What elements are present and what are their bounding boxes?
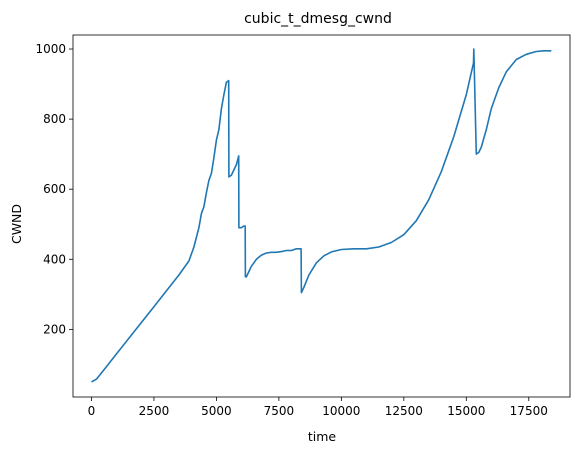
x-tick-label: 2500 — [139, 404, 170, 418]
y-tick-label: 1000 — [35, 42, 66, 56]
plot-area — [72, 34, 571, 398]
chart-title: cubic_t_dmesg_cwnd — [244, 11, 392, 27]
x-tick-label: 7500 — [264, 404, 295, 418]
y-tick-label: 200 — [43, 322, 66, 336]
x-tick-label: 15000 — [447, 404, 485, 418]
y-axis-ticks: 200 400 600 800 1000 — [35, 42, 73, 336]
y-tick-label: 400 — [43, 252, 66, 266]
x-tick-label: 0 — [88, 404, 96, 418]
x-tick-label: 12500 — [385, 404, 423, 418]
plot-frame — [72, 34, 571, 398]
x-axis-label: time — [308, 429, 337, 444]
y-axis-label: CWND — [9, 204, 24, 244]
x-tick-label: 17500 — [510, 404, 548, 418]
x-tick-label: 5000 — [201, 404, 232, 418]
x-tick-label: 10000 — [322, 404, 360, 418]
cwnd-series-line-0 — [91, 48, 552, 383]
x-axis-ticks: 0 2500 5000 7500 10000 12500 15000 17500 — [88, 397, 548, 418]
y-tick-label: 600 — [43, 182, 66, 196]
y-tick-label: 800 — [43, 112, 66, 126]
